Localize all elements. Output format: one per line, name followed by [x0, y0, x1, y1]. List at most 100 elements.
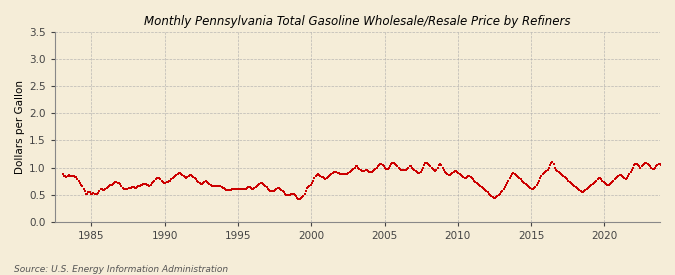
- Point: [406, 164, 416, 169]
- Point: [516, 178, 527, 183]
- Point: [616, 173, 626, 177]
- Point: [431, 167, 442, 172]
- Point: [578, 189, 589, 194]
- Point: [531, 183, 542, 187]
- Point: [375, 162, 385, 166]
- Point: [133, 184, 144, 188]
- Point: [515, 177, 526, 182]
- Point: [205, 183, 216, 187]
- Point: [562, 177, 572, 182]
- Point: [480, 188, 491, 192]
- Point: [410, 169, 421, 173]
- Point: [342, 172, 352, 176]
- Point: [491, 195, 502, 199]
- Point: [273, 186, 284, 190]
- Point: [169, 174, 180, 178]
- Point: [98, 188, 109, 192]
- Point: [560, 176, 571, 181]
- Point: [427, 166, 438, 171]
- Point: [92, 191, 103, 196]
- Point: [447, 171, 458, 175]
- Point: [643, 163, 654, 167]
- Point: [231, 187, 242, 191]
- Point: [651, 164, 661, 169]
- Point: [628, 165, 639, 170]
- Point: [252, 184, 263, 188]
- Point: [380, 165, 391, 170]
- Point: [84, 190, 95, 194]
- Point: [624, 172, 634, 176]
- Point: [446, 172, 456, 176]
- Point: [88, 191, 99, 195]
- Point: [210, 184, 221, 188]
- Point: [146, 180, 157, 185]
- Point: [649, 166, 659, 171]
- Point: [459, 176, 470, 181]
- Point: [426, 165, 437, 170]
- Point: [667, 161, 675, 165]
- Point: [502, 180, 512, 185]
- Point: [643, 162, 653, 166]
- Point: [321, 176, 332, 181]
- Point: [458, 175, 468, 180]
- Point: [335, 172, 346, 176]
- Point: [353, 165, 364, 170]
- Point: [207, 184, 217, 188]
- Point: [222, 188, 233, 192]
- Point: [674, 160, 675, 164]
- Point: [663, 164, 674, 169]
- Point: [73, 178, 84, 183]
- Point: [333, 171, 344, 175]
- Point: [587, 182, 598, 186]
- Point: [278, 190, 289, 195]
- Point: [248, 187, 259, 191]
- Point: [546, 161, 557, 165]
- Point: [188, 175, 199, 180]
- Point: [310, 174, 321, 178]
- Point: [669, 160, 675, 164]
- Point: [246, 186, 256, 190]
- Point: [68, 174, 79, 178]
- Point: [448, 170, 459, 174]
- Point: [641, 161, 652, 165]
- Point: [101, 186, 112, 190]
- Point: [465, 175, 476, 180]
- Point: [474, 183, 485, 187]
- Point: [161, 179, 172, 184]
- Point: [536, 174, 547, 178]
- Point: [610, 177, 620, 182]
- Point: [548, 162, 559, 166]
- Point: [510, 173, 521, 177]
- Point: [163, 179, 173, 184]
- Point: [553, 170, 564, 174]
- Point: [632, 163, 643, 167]
- Point: [610, 176, 621, 181]
- Point: [645, 164, 655, 169]
- Point: [196, 182, 207, 186]
- Point: [512, 174, 522, 178]
- Point: [194, 180, 205, 185]
- Point: [319, 176, 329, 181]
- Point: [489, 196, 500, 200]
- Point: [331, 170, 342, 174]
- Point: [186, 173, 196, 177]
- Point: [184, 173, 195, 177]
- Point: [365, 170, 376, 174]
- Point: [82, 191, 92, 196]
- Point: [294, 197, 305, 201]
- Point: [243, 185, 254, 189]
- Point: [460, 176, 471, 181]
- Point: [551, 167, 562, 172]
- Point: [350, 164, 361, 169]
- Point: [464, 174, 475, 178]
- Point: [271, 187, 282, 191]
- Point: [163, 179, 174, 183]
- Point: [195, 182, 206, 186]
- Point: [260, 184, 271, 188]
- Point: [143, 183, 154, 187]
- Point: [369, 167, 379, 172]
- Point: [540, 170, 551, 174]
- Point: [178, 174, 189, 178]
- Point: [486, 194, 497, 198]
- Point: [619, 176, 630, 181]
